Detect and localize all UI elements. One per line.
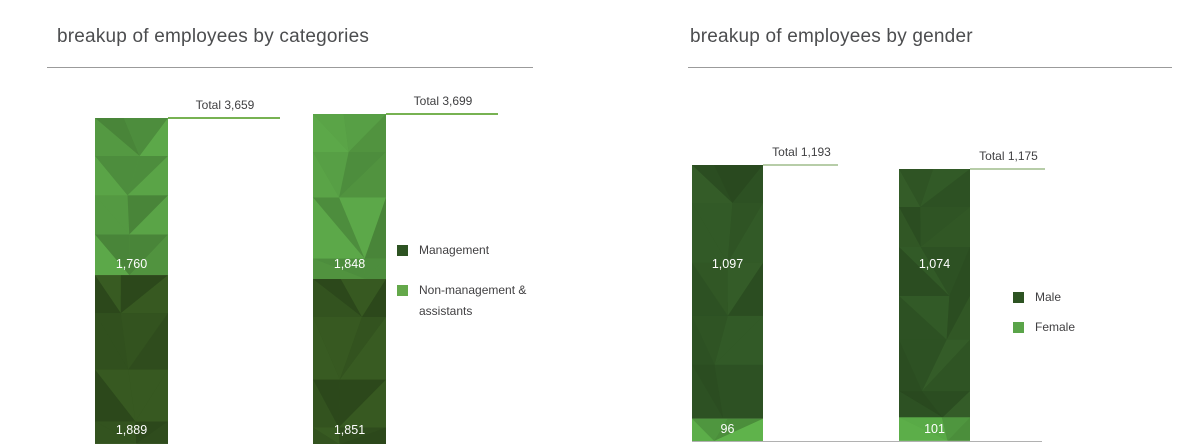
stacked-bar — [692, 165, 763, 441]
total-label: Total 3,659 — [195, 98, 255, 112]
bar-segment — [313, 279, 386, 444]
legend-swatch — [397, 245, 408, 256]
total-leader-line — [763, 164, 838, 166]
total-leader-line — [386, 113, 498, 115]
legend-label: Management — [419, 243, 490, 257]
chart-title-categories: breakup of employees by categories — [57, 26, 370, 47]
total-label: Total 1,175 — [979, 149, 1038, 163]
bar-segment — [313, 114, 386, 280]
stacked-bar — [95, 118, 168, 444]
legend-label: Non-management & assistants — [419, 283, 527, 318]
title-rule-gender — [688, 67, 1172, 68]
legend-label: Female — [1035, 320, 1076, 334]
segment-value-label: 1,074 — [918, 257, 951, 271]
bar-segment — [95, 118, 168, 276]
segment-value-label: 1,889 — [115, 423, 148, 437]
total-leader-line — [168, 117, 280, 119]
stacked-bar — [313, 114, 386, 444]
legend-swatch — [397, 285, 408, 296]
segment-value-label: 1,097 — [711, 257, 744, 271]
bar-segment — [692, 165, 763, 419]
bar-segment — [692, 418, 763, 441]
total-label: Total 3,699 — [413, 94, 473, 108]
legend-swatch — [1013, 322, 1024, 333]
total-label: Total 1,193 — [772, 145, 831, 159]
segment-value-label: 101 — [924, 422, 945, 436]
title-rule-categories — [47, 67, 533, 68]
total-leader-line — [970, 168, 1045, 170]
bar-segment — [899, 417, 970, 441]
bar-segment — [95, 275, 168, 444]
x-axis-line — [692, 441, 1042, 442]
segment-value-label: 1,848 — [333, 257, 366, 271]
legend-label: Male — [1035, 290, 1062, 304]
chart-title-gender: breakup of employees by gender — [690, 26, 973, 47]
stacked-bar — [899, 169, 970, 441]
segment-value-label: 1,760 — [115, 257, 148, 271]
legend-swatch — [1013, 292, 1024, 303]
segment-value-label: 1,851 — [333, 423, 366, 437]
bar-segment — [899, 169, 970, 418]
segment-value-label: 96 — [720, 422, 735, 436]
